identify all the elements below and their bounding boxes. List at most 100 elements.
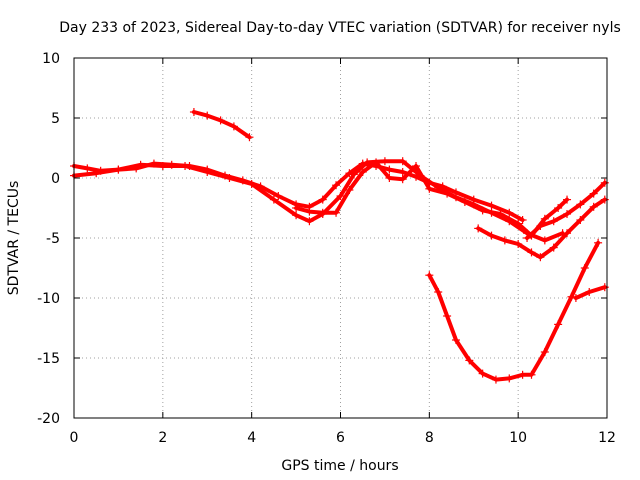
data-point xyxy=(305,207,314,216)
data-point xyxy=(594,238,603,247)
y-tick-label: 10 xyxy=(42,51,60,67)
data-point xyxy=(478,369,487,378)
data-point xyxy=(318,208,327,217)
x-tick-label: 6 xyxy=(336,430,345,446)
series-layer xyxy=(70,108,609,384)
data-point xyxy=(318,195,327,204)
y-tick-label: -10 xyxy=(37,291,60,307)
data-point xyxy=(380,157,389,166)
data-point xyxy=(158,162,167,170)
data-point xyxy=(589,202,598,211)
data-point xyxy=(363,158,372,167)
data-point xyxy=(540,348,549,356)
data-point xyxy=(571,294,580,302)
data-point xyxy=(114,165,123,174)
data-point xyxy=(487,231,496,240)
x-tick-label: 10 xyxy=(509,430,527,446)
data-point xyxy=(536,222,545,230)
series-arc-8 xyxy=(571,283,609,302)
x-axis-title: GPS time / hours xyxy=(281,458,398,474)
series-arc-4 xyxy=(292,158,572,240)
data-point xyxy=(434,288,443,296)
data-point xyxy=(92,169,101,178)
data-point xyxy=(292,204,301,212)
data-point xyxy=(305,217,314,226)
data-point xyxy=(345,169,354,178)
data-point xyxy=(549,243,558,252)
data-point xyxy=(425,271,434,280)
data-point xyxy=(398,168,407,176)
data-point xyxy=(398,175,407,184)
data-point xyxy=(518,216,527,224)
x-tick-label: 8 xyxy=(425,430,434,446)
data-point xyxy=(576,200,585,209)
x-tick-label: 2 xyxy=(158,430,167,446)
data-point xyxy=(567,292,576,301)
x-tick-label: 0 xyxy=(70,430,79,446)
data-point xyxy=(518,370,527,379)
data-point xyxy=(385,165,394,174)
data-point xyxy=(500,236,509,245)
data-point xyxy=(540,236,549,245)
data-point xyxy=(491,375,500,384)
data-point xyxy=(443,312,452,320)
data-point xyxy=(527,248,536,257)
data-point xyxy=(474,224,483,233)
data-point xyxy=(412,162,421,170)
series-arc-7 xyxy=(425,238,603,384)
data-point xyxy=(372,158,381,167)
data-point xyxy=(332,208,341,217)
data-point xyxy=(505,374,514,383)
data-point xyxy=(83,164,92,173)
data-point xyxy=(181,162,190,170)
data-point xyxy=(189,108,198,116)
data-point xyxy=(487,201,496,210)
series-trace xyxy=(191,110,252,140)
data-point xyxy=(425,184,434,193)
data-point xyxy=(554,204,563,212)
y-tick-label: 0 xyxy=(51,171,60,187)
data-point xyxy=(585,288,594,296)
series-arc-3 xyxy=(189,108,254,142)
y-tick-label: -20 xyxy=(37,411,60,427)
data-point xyxy=(225,174,234,182)
data-point xyxy=(203,168,212,176)
data-point xyxy=(514,219,523,228)
data-point xyxy=(576,216,585,224)
data-point xyxy=(527,370,536,379)
data-point xyxy=(136,160,145,169)
data-point xyxy=(505,208,514,217)
data-point xyxy=(345,186,354,194)
data-point xyxy=(496,210,505,218)
data-point xyxy=(247,180,256,188)
data-point xyxy=(460,198,469,206)
data-point xyxy=(540,214,549,223)
x-tick-label: 4 xyxy=(247,430,256,446)
data-point xyxy=(523,234,532,242)
data-point xyxy=(465,356,474,365)
y-axis-title: SDTVAR / TECUs xyxy=(6,181,22,296)
data-point xyxy=(216,116,225,125)
data-point xyxy=(549,217,558,226)
data-point xyxy=(554,320,563,329)
data-point xyxy=(589,189,598,198)
data-point xyxy=(478,206,487,215)
data-point xyxy=(245,133,254,142)
data-point xyxy=(563,210,572,218)
data-point xyxy=(332,181,341,190)
series-trace xyxy=(427,240,601,382)
data-point xyxy=(385,174,394,182)
data-point xyxy=(514,240,523,248)
data-point xyxy=(398,157,407,166)
y-tick-label: 5 xyxy=(51,111,60,127)
data-point xyxy=(451,336,460,344)
axis-ticks: 0 2 4 6 8 10 12 -20 -15 -10 -5 0 5 10 xyxy=(37,51,616,446)
data-point xyxy=(563,195,572,204)
data-point xyxy=(269,195,278,204)
data-point xyxy=(563,229,572,238)
data-point xyxy=(229,122,238,131)
data-point xyxy=(349,170,358,179)
data-point xyxy=(274,192,283,200)
data-point xyxy=(358,168,367,176)
